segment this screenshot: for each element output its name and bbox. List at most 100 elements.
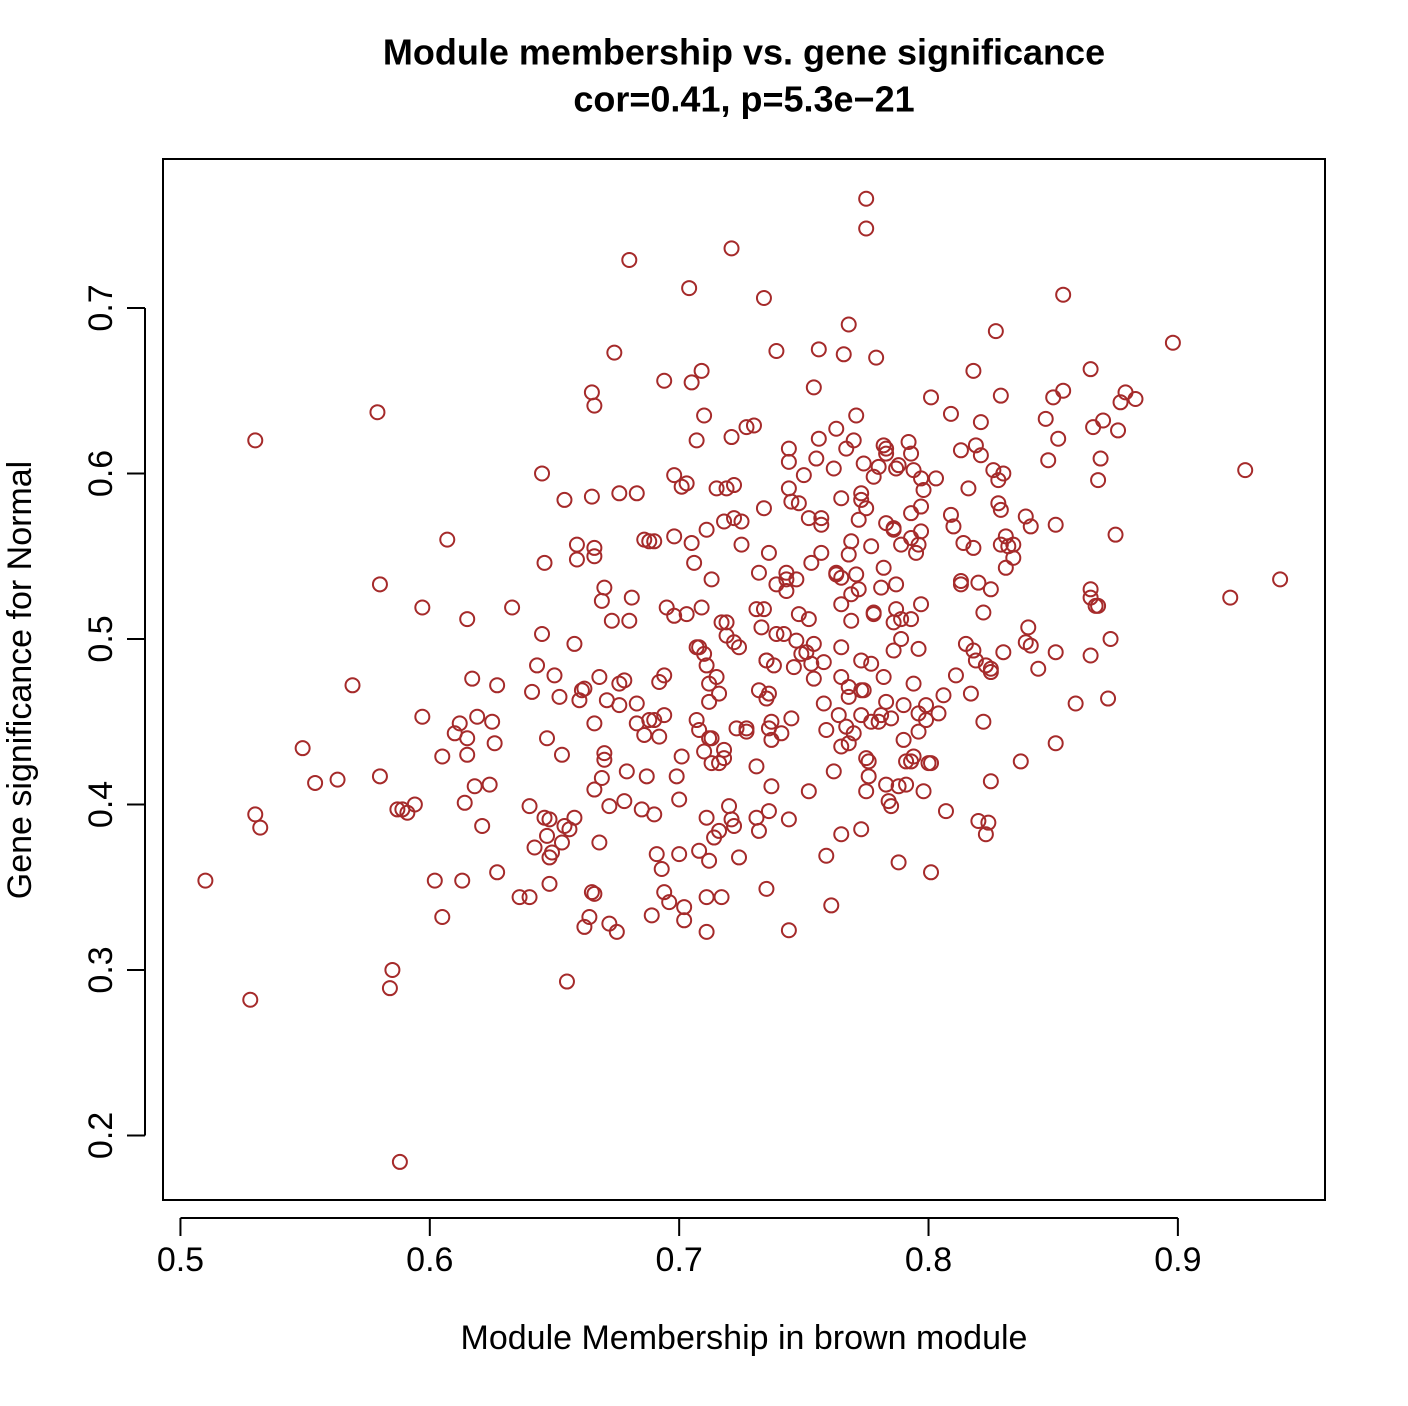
point — [646, 533, 663, 550]
point — [556, 491, 573, 508]
point — [843, 612, 860, 629]
point — [833, 669, 850, 686]
point — [1222, 589, 1239, 606]
point — [810, 430, 827, 447]
point — [778, 571, 795, 588]
point — [1112, 394, 1129, 411]
point — [1047, 644, 1064, 661]
point — [858, 190, 875, 207]
point — [755, 290, 772, 307]
point — [923, 755, 940, 772]
point — [414, 599, 431, 616]
point — [755, 601, 772, 618]
point — [656, 707, 673, 724]
point — [539, 827, 556, 844]
point — [247, 432, 264, 449]
point — [760, 803, 777, 820]
point — [865, 468, 882, 485]
point — [840, 688, 857, 705]
point — [738, 720, 755, 737]
point — [696, 645, 713, 662]
point — [1030, 660, 1047, 677]
point — [818, 847, 835, 864]
point — [716, 741, 733, 758]
point — [873, 579, 890, 596]
point — [678, 475, 695, 492]
point — [813, 510, 830, 527]
point — [915, 783, 932, 800]
point — [992, 536, 1009, 553]
point — [910, 723, 927, 740]
point — [995, 465, 1012, 482]
point — [845, 432, 862, 449]
y-tick-label: 0.6 — [82, 450, 120, 497]
point — [1047, 735, 1064, 752]
point — [778, 582, 795, 599]
point — [763, 713, 780, 730]
point — [825, 763, 842, 780]
x-tick-label: 0.7 — [656, 1241, 703, 1279]
point — [566, 635, 583, 652]
point — [703, 730, 720, 747]
point — [970, 813, 987, 830]
point — [307, 774, 324, 791]
point — [840, 546, 857, 563]
point — [558, 973, 575, 990]
point — [850, 511, 867, 528]
point — [391, 1153, 408, 1170]
point — [1067, 695, 1084, 712]
point — [621, 612, 638, 629]
point — [893, 611, 910, 628]
point — [731, 849, 748, 866]
point — [711, 822, 728, 839]
point — [905, 748, 922, 765]
point — [466, 778, 483, 795]
point — [967, 437, 984, 454]
point — [456, 794, 473, 811]
point — [628, 695, 645, 712]
point — [723, 240, 740, 257]
y-tick-label: 0.4 — [82, 781, 120, 828]
point — [853, 491, 870, 508]
point — [833, 569, 850, 586]
point — [596, 751, 613, 768]
point — [835, 346, 852, 363]
point — [982, 660, 999, 677]
point — [603, 612, 620, 629]
point — [534, 625, 551, 642]
point — [800, 510, 817, 527]
point — [1055, 382, 1072, 399]
point — [1102, 630, 1119, 647]
point — [733, 513, 750, 530]
point — [843, 533, 860, 550]
point — [641, 712, 658, 729]
point — [586, 397, 603, 414]
point — [810, 341, 827, 358]
point — [688, 432, 705, 449]
point — [686, 554, 703, 571]
point — [982, 773, 999, 790]
y-tick-label: 0.3 — [82, 946, 120, 993]
point — [568, 551, 585, 568]
point — [985, 462, 1002, 479]
point — [750, 564, 767, 581]
point — [878, 445, 895, 462]
point — [541, 875, 558, 892]
point — [1040, 452, 1057, 469]
point — [910, 640, 927, 657]
point — [484, 713, 501, 730]
point — [673, 478, 690, 495]
point — [534, 465, 551, 482]
point — [638, 768, 655, 785]
point — [698, 657, 715, 674]
point — [952, 576, 969, 593]
point — [486, 735, 503, 752]
point — [790, 606, 807, 623]
point — [962, 685, 979, 702]
point — [459, 611, 476, 628]
point — [845, 725, 862, 742]
point — [1012, 753, 1029, 770]
point — [805, 635, 822, 652]
point — [1050, 430, 1067, 447]
point — [858, 220, 875, 237]
